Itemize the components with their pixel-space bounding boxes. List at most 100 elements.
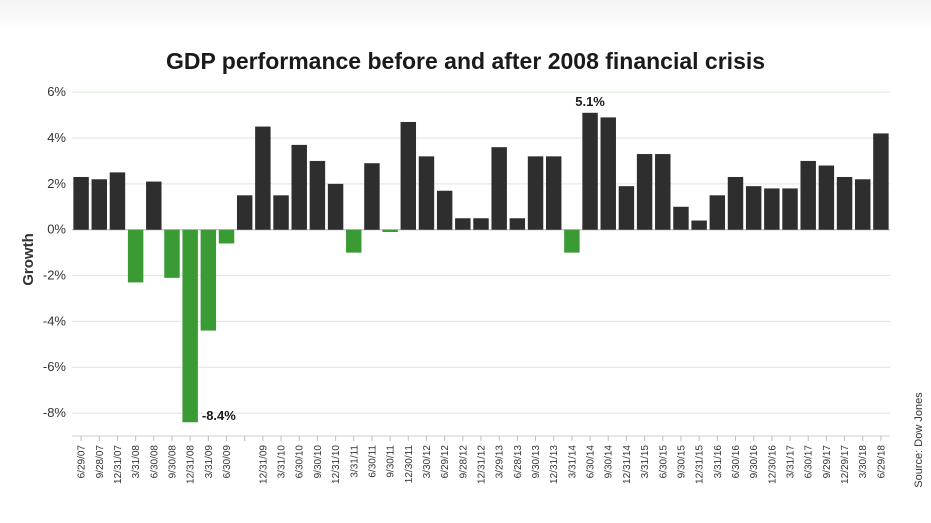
x-tick-label: 3/30/18	[858, 445, 869, 479]
bar	[709, 195, 726, 230]
bar	[200, 229, 217, 331]
bar	[836, 176, 853, 230]
x-tick-label: 3/30/12	[422, 445, 433, 479]
chart-title: GDP performance before and after 2008 fi…	[165, 48, 766, 74]
x-tick-label: 9/30/13	[531, 445, 542, 479]
x-tick-label: 9/30/15	[676, 445, 687, 479]
x-tick-label: 6/30/08	[149, 445, 160, 479]
x-tick-label: 9/30/10	[313, 445, 324, 479]
x-tick-label: 12/31/08	[186, 445, 197, 484]
bar	[655, 154, 671, 230]
x-tick-label: 9/30/11	[386, 445, 397, 478]
bar	[436, 190, 453, 230]
x-tick-label: 9/30/08	[167, 445, 178, 479]
bar	[455, 218, 471, 230]
x-tick-label: 12/31/10	[331, 445, 342, 484]
bar	[255, 126, 271, 230]
x-tick-label: 12/30/11	[404, 445, 415, 484]
x-tick-label: 12/31/07	[113, 445, 124, 484]
x-tick-label: 3/31/17	[786, 445, 797, 479]
bar	[545, 156, 562, 230]
data-label: -8.4%	[202, 408, 236, 423]
x-tick-label: 12/31/15	[695, 445, 706, 484]
source-label: Source: Dow Jones	[913, 392, 925, 488]
y-tick-label: -6%	[43, 359, 67, 374]
bar	[582, 112, 598, 230]
x-tick-label: 6/29/18	[876, 445, 887, 479]
bar	[327, 183, 344, 230]
bar	[818, 165, 835, 230]
x-tick-label: 3/31/08	[131, 445, 142, 479]
bar	[855, 179, 871, 230]
y-tick-label: 4%	[47, 130, 66, 145]
bar	[673, 206, 689, 230]
x-tick-label: 6/30/16	[731, 445, 742, 479]
x-tick-label: 9/30/16	[749, 445, 760, 479]
bar	[182, 229, 198, 423]
bar	[382, 229, 398, 232]
x-tick-label: 12/31/13	[549, 445, 560, 484]
x-tick-label: 3/31/09	[204, 445, 215, 479]
y-tick-label: -2%	[43, 268, 67, 283]
y-tick-label: -8%	[43, 405, 67, 420]
bar	[800, 160, 816, 230]
bar	[600, 117, 616, 230]
bar	[473, 218, 489, 230]
bar	[73, 176, 89, 230]
x-tick-label: 6/29/07	[77, 445, 88, 479]
bar	[873, 133, 889, 230]
bar	[291, 144, 307, 230]
y-tick-label: -4%	[43, 313, 67, 328]
y-tick-label: 6%	[47, 84, 66, 99]
x-tick-label: 9/28/07	[95, 445, 106, 479]
bar	[218, 229, 235, 244]
bar	[527, 156, 544, 230]
header-band	[0, 0, 931, 30]
bar	[636, 154, 653, 230]
bar	[745, 186, 762, 230]
x-tick-label: 6/30/11	[367, 445, 378, 478]
bar	[764, 188, 780, 230]
y-tick-label: 0%	[47, 222, 66, 237]
bar	[164, 229, 180, 278]
x-tick-label: 12/29/17	[840, 445, 851, 484]
x-tick-label: 9/29/17	[822, 445, 833, 479]
x-tick-label: 9/28/12	[458, 445, 469, 479]
y-tick-label: 2%	[47, 176, 66, 191]
bar	[618, 186, 635, 230]
bar	[509, 218, 526, 230]
x-tick-label: 6/30/15	[658, 445, 669, 479]
bar	[91, 179, 107, 230]
x-tick-label: 6/29/12	[440, 445, 451, 479]
data-label: 5.1%	[575, 94, 605, 109]
bar	[273, 195, 289, 230]
bar	[146, 181, 162, 230]
x-tick-label: 3/31/16	[713, 445, 724, 479]
bar	[236, 195, 253, 230]
x-tick-label: 12/30/16	[767, 445, 778, 484]
x-tick-label: 9/30/14	[604, 445, 615, 479]
bar	[400, 121, 417, 230]
bar	[109, 172, 126, 230]
bar	[691, 220, 707, 230]
bar	[346, 229, 362, 253]
bar	[564, 229, 580, 253]
bar	[782, 188, 798, 230]
x-tick-label: 6/30/10	[295, 445, 306, 479]
x-tick-label: 6/28/13	[513, 445, 524, 479]
x-tick-label: 12/31/12	[477, 445, 488, 484]
bar	[491, 147, 507, 230]
x-tick-label: 3/29/13	[495, 445, 506, 479]
x-tick-label: 6/30/17	[804, 445, 815, 479]
bar	[727, 176, 744, 230]
bar	[364, 163, 380, 230]
x-tick-label: 12/31/09	[258, 445, 269, 484]
x-tick-label: 6/30/14	[586, 445, 597, 479]
x-tick-label: 3/31/14	[567, 445, 578, 479]
x-tick-label: 12/31/14	[622, 445, 633, 484]
x-tick-label: 3/31/11	[349, 445, 360, 478]
x-tick-label: 3/31/15	[640, 445, 651, 479]
bar	[418, 156, 435, 230]
x-tick-label: 3/31/10	[277, 445, 288, 479]
bar	[127, 229, 144, 283]
